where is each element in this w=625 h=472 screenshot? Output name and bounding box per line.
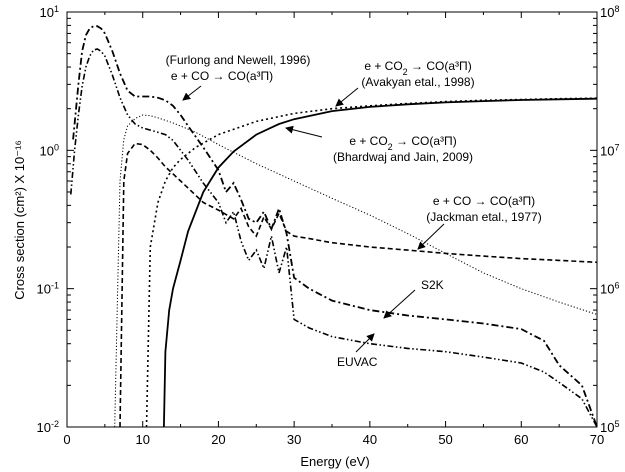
annotation-arrow-avakyan <box>335 87 359 107</box>
y-tick-label: 10-1 <box>37 281 59 297</box>
y2-tick-label: 108 <box>600 4 619 20</box>
x-tick-label: 60 <box>514 432 528 447</box>
x-tick-label: 10 <box>135 432 149 447</box>
y2-tick-label: 106 <box>600 281 619 297</box>
annotation-bhardwaj-jain-line2: (Bhardwaj and Jain, 2009) <box>333 150 473 164</box>
annotation-arrow-euvac <box>355 333 375 353</box>
series-layer <box>70 25 598 428</box>
x-tick-label: 0 <box>63 432 70 447</box>
annotation-jackman-line1: e + CO → CO(a³Π) <box>433 194 535 208</box>
annotation-bhardwaj-jain-line1: e + CO2 → CO(a³Π) <box>349 134 456 152</box>
annotation-arrow-jackman <box>417 223 445 250</box>
annotation-avakyan-line2: (Avakyan etal., 1998) <box>361 75 474 89</box>
annotation-arrow-furlong-newell <box>182 85 202 101</box>
annotation-furlong-newell-line2: e + CO → CO(a³Π) <box>171 69 273 83</box>
series-line-euvac <box>70 48 598 428</box>
y-tick-label: 100 <box>40 142 59 158</box>
x-axis-title: Energy (eV) <box>300 454 369 469</box>
y2-tick-label: 105 <box>600 419 619 435</box>
x-tick-label: 30 <box>287 432 301 447</box>
annotation-arrow-s2k <box>383 289 416 319</box>
annotation-avakyan-line1: e + CO2 → CO(a³Π) <box>364 59 471 77</box>
axes-layer: 0 10 20 30 40 50 60 70 10-2 10-1 100 101 105 106 107 10… <box>37 4 620 447</box>
annotation-arrow-bhardwaj-jain <box>285 125 323 138</box>
y2-tick-label: 107 <box>600 142 619 158</box>
x-tick-label: 20 <box>211 432 225 447</box>
series-line-bhardwaj-jain <box>163 97 598 428</box>
y-tick-label: 10-2 <box>37 419 59 435</box>
label-euvac: EUVAC <box>337 355 378 369</box>
annotation-jackman-line2: (Jackman etal., 1977) <box>426 210 541 224</box>
x-tick-label: 70 <box>590 432 604 447</box>
series-line-jackman <box>119 142 598 428</box>
y-tick-label: 101 <box>40 4 59 20</box>
annotation-furlong-newell-line1: (Furlong and Newell, 1996) <box>166 53 311 67</box>
x-tick-label: 50 <box>438 432 452 447</box>
annotation-layer: (Furlong and Newell, 1996) e + CO → CO(a³… <box>166 53 542 369</box>
series-line-s2k <box>72 25 598 428</box>
label-s2k: S2K <box>421 278 444 292</box>
x-tick-label: 40 <box>363 432 377 447</box>
y-axis-title: Cross section (cm²) X 10⁻¹⁶ <box>12 140 27 300</box>
